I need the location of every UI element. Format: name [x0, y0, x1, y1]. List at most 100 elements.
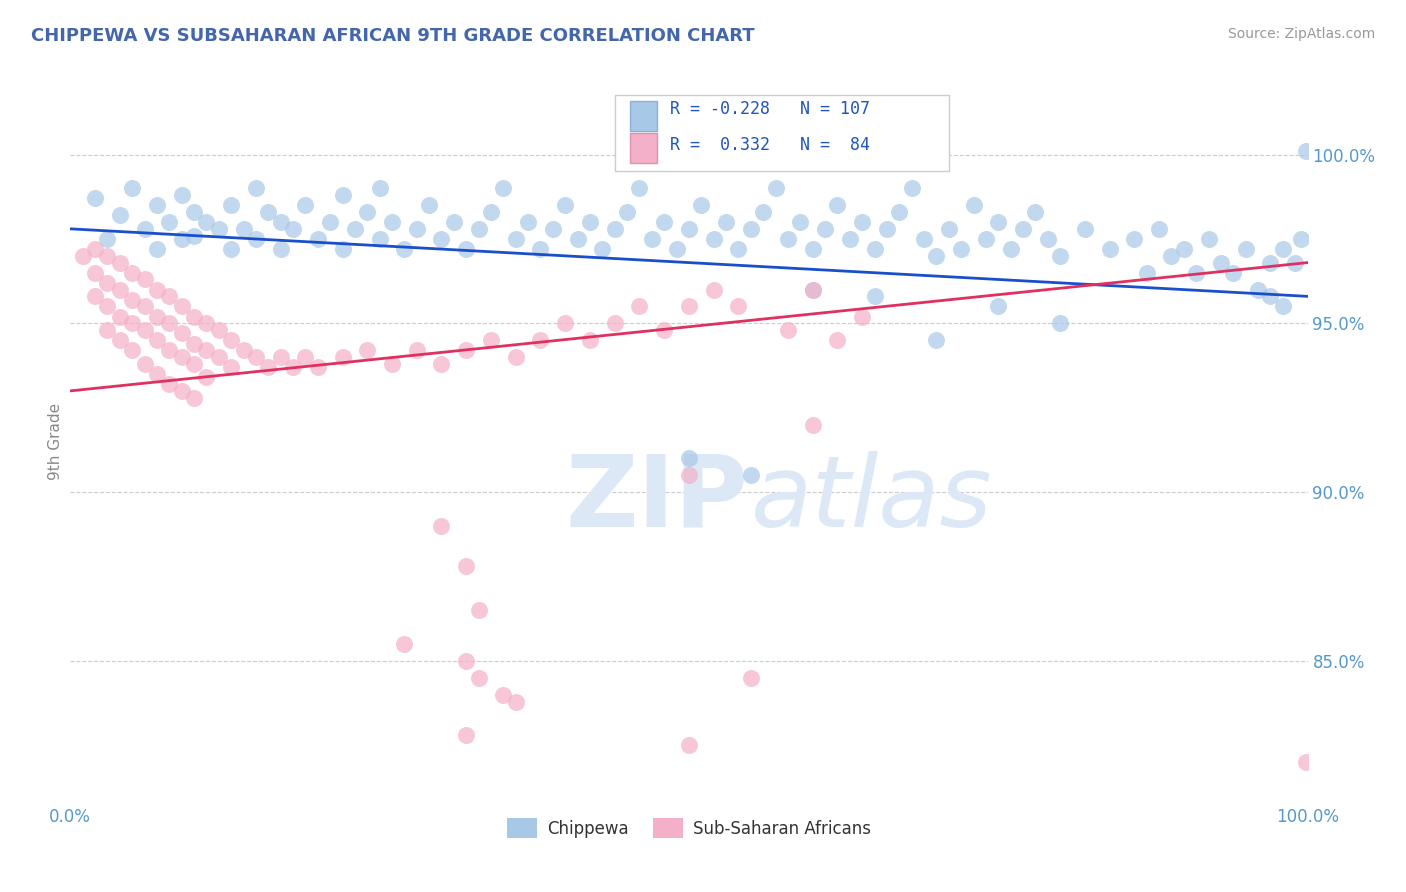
Point: [801, 283, 824, 297]
Point: [245, 350, 267, 364]
Point: [950, 242, 973, 256]
Point: [405, 343, 427, 358]
Point: [678, 451, 700, 466]
Point: [121, 293, 143, 307]
Text: R =  0.332   N =  84: R = 0.332 N = 84: [671, 136, 870, 154]
Point: [1271, 300, 1294, 314]
Point: [195, 317, 218, 331]
Point: [900, 181, 922, 195]
Point: [690, 198, 713, 212]
Point: [467, 603, 489, 617]
Point: [96, 276, 118, 290]
Point: [938, 222, 960, 236]
Text: atlas: atlas: [751, 450, 993, 548]
Point: [146, 198, 169, 212]
Point: [183, 336, 205, 351]
Point: [1295, 144, 1317, 158]
Legend: Chippewa, Sub-Saharan Africans: Chippewa, Sub-Saharan Africans: [501, 812, 877, 845]
Point: [170, 188, 193, 202]
Point: [121, 343, 143, 358]
Point: [703, 232, 725, 246]
Point: [1234, 242, 1257, 256]
Point: [381, 215, 404, 229]
Point: [195, 370, 218, 384]
Point: [801, 417, 824, 432]
Y-axis label: 9th Grade: 9th Grade: [48, 403, 63, 480]
Point: [456, 654, 478, 668]
Point: [456, 343, 478, 358]
Point: [108, 333, 131, 347]
Point: [84, 289, 107, 303]
Point: [332, 242, 354, 256]
Point: [925, 249, 948, 263]
Point: [270, 242, 292, 256]
Point: [974, 232, 997, 246]
Point: [678, 739, 700, 753]
Point: [889, 205, 911, 219]
Point: [505, 350, 527, 364]
Point: [616, 205, 638, 219]
Point: [641, 232, 664, 246]
Text: CHIPPEWA VS SUBSAHARAN AFRICAN 9TH GRADE CORRELATION CHART: CHIPPEWA VS SUBSAHARAN AFRICAN 9TH GRADE…: [31, 27, 755, 45]
Point: [851, 215, 873, 229]
Point: [430, 519, 453, 533]
Point: [232, 343, 254, 358]
Point: [394, 242, 416, 256]
Point: [281, 222, 304, 236]
Point: [294, 198, 316, 212]
Point: [332, 350, 354, 364]
Point: [1284, 255, 1306, 269]
Point: [257, 360, 280, 375]
Point: [1123, 232, 1146, 246]
Point: [134, 272, 156, 286]
Point: [219, 242, 242, 256]
Point: [801, 283, 824, 297]
Point: [456, 728, 478, 742]
Point: [962, 198, 984, 212]
Point: [84, 242, 107, 256]
Point: [96, 232, 118, 246]
Point: [157, 343, 180, 358]
Point: [430, 357, 453, 371]
Point: [1247, 283, 1270, 297]
Point: [208, 323, 231, 337]
Point: [121, 181, 143, 195]
Point: [765, 181, 787, 195]
Point: [1098, 242, 1121, 256]
Point: [170, 384, 193, 398]
Point: [827, 333, 849, 347]
Point: [1291, 232, 1313, 246]
Point: [307, 360, 329, 375]
Point: [740, 468, 762, 483]
Point: [529, 242, 551, 256]
Point: [96, 249, 118, 263]
Point: [554, 317, 576, 331]
Point: [591, 242, 613, 256]
Point: [714, 215, 737, 229]
Point: [987, 300, 1010, 314]
Point: [96, 300, 118, 314]
Point: [703, 283, 725, 297]
Point: [827, 198, 849, 212]
Point: [381, 357, 404, 371]
Point: [1185, 266, 1208, 280]
Point: [146, 283, 169, 297]
Point: [579, 215, 602, 229]
Point: [1209, 255, 1232, 269]
Point: [418, 198, 440, 212]
Bar: [630, 133, 657, 163]
Point: [492, 181, 515, 195]
Point: [517, 215, 540, 229]
Point: [219, 198, 242, 212]
Point: [307, 232, 329, 246]
Point: [1024, 205, 1046, 219]
Point: [567, 232, 589, 246]
Point: [356, 205, 378, 219]
Point: [108, 310, 131, 324]
Point: [146, 242, 169, 256]
Point: [356, 343, 378, 358]
Point: [430, 232, 453, 246]
Point: [84, 266, 107, 280]
Point: [157, 377, 180, 392]
Point: [208, 222, 231, 236]
